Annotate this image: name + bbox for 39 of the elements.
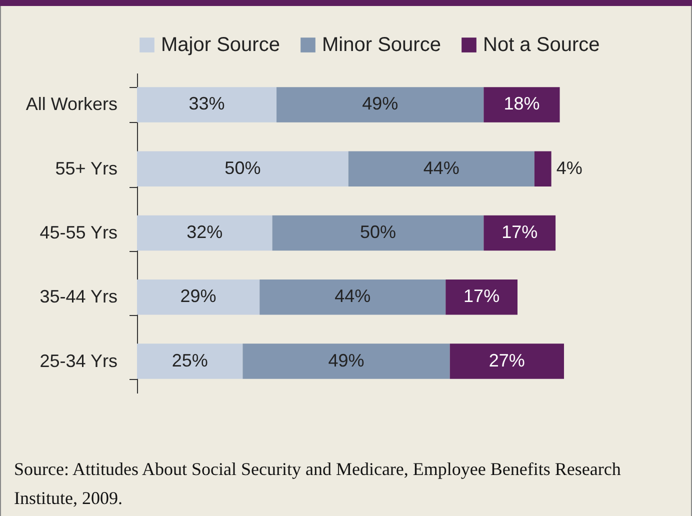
data-label: 17% [502,222,538,242]
bar [137,344,243,379]
bar [484,87,560,122]
legend-label: Minor Source [322,34,441,56]
data-label: 44% [423,158,460,178]
bar [484,215,556,251]
bar [137,215,272,251]
data-label: 25% [172,350,208,370]
y-tick-label: All Workers [26,94,118,114]
data-label: 33% [188,94,225,114]
data-label: 18% [504,94,540,114]
data-label: 17% [464,286,500,306]
y-tick-label: 25-34 Yrs [40,350,118,371]
data-label: 4% [556,158,582,178]
data-label: 27% [488,350,525,370]
data-label: 50% [224,158,261,178]
source-note: Source: Attitudes About Social Security and Medicare, Employee Benefits Research Institute, 2009. [14,458,622,510]
bar [450,344,564,379]
y-tick-label: 35-44 Yrs [40,286,118,307]
legend-label: Not a Source [483,34,600,56]
bar [446,279,518,315]
bar [534,151,552,187]
data-label: 29% [180,286,216,306]
data-label: 32% [186,222,223,242]
legend-label: Major Source [161,34,280,56]
bar [137,87,277,122]
bar [276,87,484,122]
bar [242,344,450,379]
data-label: 49% [362,94,398,114]
bar [348,151,534,187]
data-label: 50% [360,222,396,242]
bar [272,215,484,251]
y-tick-label: 55+ Yrs [55,158,118,178]
data-label: 44% [334,286,371,306]
bar [260,279,446,315]
data-label: 49% [328,350,364,370]
bar [137,279,260,315]
bar [137,151,348,187]
y-tick-label: 45-55 Yrs [40,222,118,242]
